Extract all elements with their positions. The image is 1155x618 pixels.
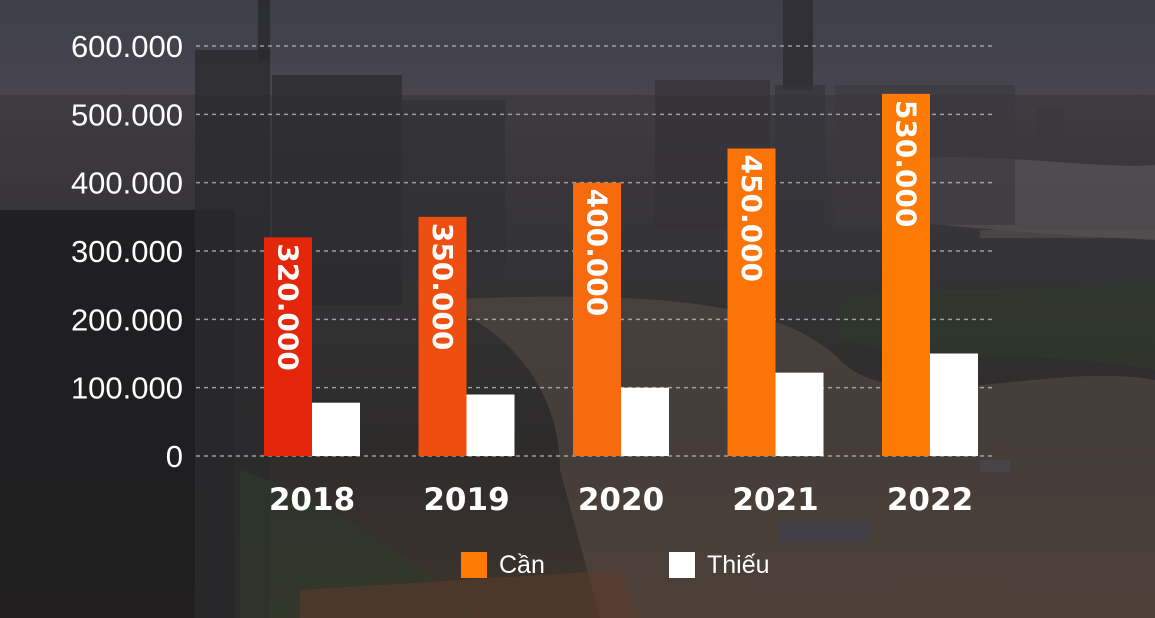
- value-label-can: 320.000: [272, 243, 305, 371]
- y-axis-ticks: 0 100.000 200.000 300.000 400.000 500.000 600.…: [71, 29, 183, 474]
- bars: 320.000 350.000 400.000 450.000 530.000 150.0…: [264, 93, 978, 456]
- y-tick-label: 200.000: [71, 302, 183, 337]
- legend-swatch-thieu: [669, 552, 695, 578]
- x-tick-label: 2022: [887, 482, 973, 518]
- legend-label-thieu: Thiếu: [707, 550, 770, 579]
- value-label-thieu: 150.000: [947, 368, 965, 436]
- y-tick-label: 600.000: [71, 29, 183, 64]
- value-label-can: 350.000: [426, 223, 459, 351]
- bar-can: [264, 237, 312, 456]
- bar-can: [882, 93, 930, 456]
- bar-can: [573, 182, 621, 456]
- bar-can: [727, 148, 776, 456]
- legend-item-can: Cần: [461, 549, 545, 581]
- legend-label-can: Cần: [499, 550, 545, 579]
- bar-thieu: [930, 353, 978, 456]
- bar-thieu: [312, 402, 360, 456]
- y-tick-label: 300.000: [71, 234, 183, 269]
- y-tick-label: 500.000: [71, 97, 183, 132]
- gridlines: [196, 45, 995, 457]
- y-tick-label: 100.000: [71, 371, 183, 406]
- legend-item-thieu: Thiếu: [669, 549, 770, 581]
- bar-can: [418, 216, 467, 456]
- value-label-can: 400.000: [581, 189, 614, 317]
- x-tick-label: 2020: [578, 482, 664, 518]
- legend-swatch-can: [461, 552, 487, 578]
- x-tick-label: 2021: [732, 482, 818, 518]
- x-tick-label: 2019: [423, 482, 509, 518]
- value-label-can: 450.000: [735, 155, 768, 283]
- x-axis-ticks: 2018 2019 2020 2021 2022: [269, 482, 973, 518]
- bar-thieu: [775, 372, 824, 456]
- y-tick-label: 0: [166, 439, 183, 474]
- value-label-can: 530.000: [890, 100, 923, 228]
- bar-thieu: [466, 394, 515, 456]
- bar-thieu: [621, 387, 669, 456]
- y-tick-label: 400.000: [71, 166, 183, 201]
- x-tick-label: 2018: [269, 482, 355, 518]
